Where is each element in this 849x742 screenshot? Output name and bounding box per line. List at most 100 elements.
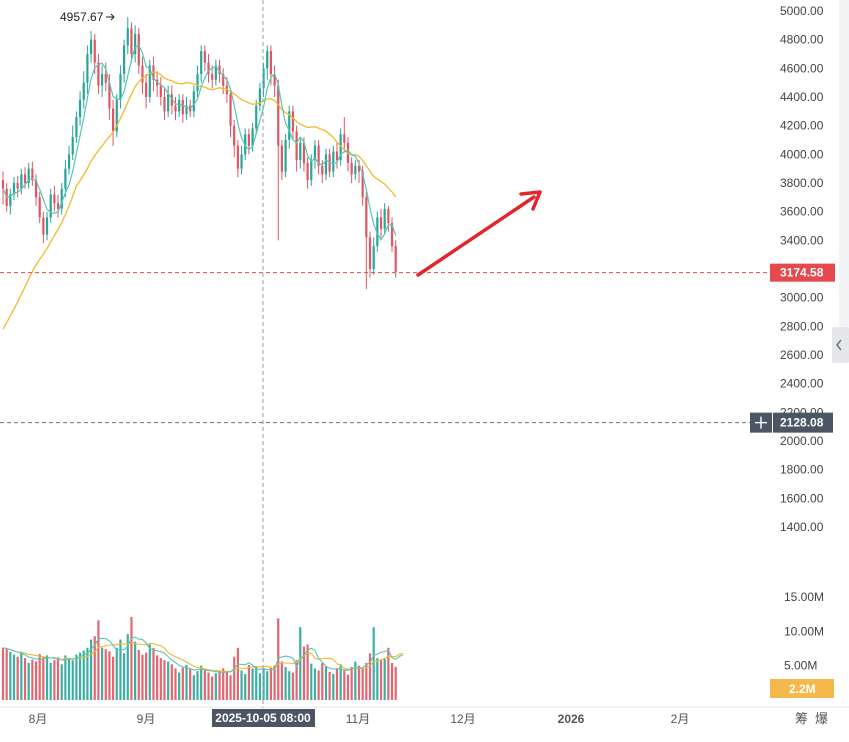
- crosshair-price-badge: [773, 412, 833, 433]
- volume-bar: [181, 667, 184, 700]
- volume-bar: [229, 675, 232, 700]
- candle-body: [211, 74, 214, 80]
- volume-bar: [12, 654, 16, 700]
- price-tick-label: 2800.00: [780, 319, 824, 333]
- candle-body: [115, 99, 118, 132]
- panel-toggle-handle[interactable]: [832, 327, 849, 363]
- volume-bar: [156, 655, 159, 700]
- candle-body: [280, 145, 284, 172]
- volume-bar: [350, 667, 353, 700]
- volume-bar: [42, 656, 45, 700]
- volume-bar: [273, 665, 276, 700]
- candle-body: [310, 160, 313, 181]
- candle-body: [288, 111, 291, 140]
- candle-body: [78, 99, 82, 118]
- volume-bar: [159, 658, 162, 700]
- volume-bar: [379, 660, 383, 700]
- volume-bar: [218, 670, 221, 700]
- candle-body: [387, 208, 390, 224]
- candle-body: [339, 134, 342, 161]
- candle-body: [207, 62, 210, 75]
- time-axis-label: 2026: [558, 712, 585, 726]
- time-axis-label: 2月: [671, 712, 690, 726]
- candle-body: [20, 174, 23, 189]
- volume-bar: [170, 664, 173, 700]
- last-volume-label: 2.2M: [789, 682, 816, 696]
- candle-body: [324, 154, 328, 175]
- volume-bar: [310, 663, 313, 700]
- volume-bar: [60, 664, 63, 700]
- volume-bar: [89, 639, 93, 700]
- volume-bar: [207, 672, 210, 700]
- volume-bar: [361, 668, 364, 700]
- time-axis-label: 11月: [346, 712, 370, 726]
- candle-body: [291, 111, 295, 132]
- candle-body: [218, 65, 221, 75]
- volume-bar: [258, 673, 261, 700]
- volume-bar: [192, 675, 195, 700]
- volume-bar: [262, 669, 265, 700]
- volume-bar: [365, 662, 368, 700]
- candle-body: [343, 134, 346, 143]
- volume-bar: [130, 616, 133, 700]
- volume-bar: [163, 660, 166, 700]
- candle-body: [71, 137, 74, 155]
- volume-bar: [288, 671, 291, 700]
- last-volume-badge: [770, 679, 834, 698]
- volume-bar: [383, 658, 386, 700]
- volume-bar: [86, 647, 89, 700]
- candle-body: [258, 88, 261, 106]
- volume-bar: [38, 653, 41, 700]
- candle-body: [269, 51, 273, 75]
- candle-body: [42, 217, 45, 235]
- candle-body: [27, 168, 30, 183]
- volume-bar: [64, 655, 67, 700]
- volume-ma-short-line: [2, 636, 404, 673]
- candle-body: [379, 217, 383, 229]
- candle-body: [354, 165, 357, 175]
- candle-body: [284, 140, 287, 172]
- candle-body: [97, 62, 100, 86]
- volume-bar: [5, 649, 8, 700]
- volume-bar: [108, 651, 111, 700]
- volume-bar: [284, 667, 287, 700]
- volume-bar: [255, 666, 258, 700]
- candle-body: [229, 94, 232, 126]
- price-tick-label: 1400.00: [780, 520, 824, 534]
- volume-bar: [141, 654, 144, 700]
- volume-bar: [368, 653, 372, 700]
- candle-body: [178, 99, 181, 112]
- volume-bar: [306, 644, 309, 700]
- trend-arrow-head: [519, 190, 542, 211]
- price-tick-label: 2600.00: [780, 348, 824, 362]
- candle-body: [82, 82, 85, 100]
- candle-body: [313, 145, 317, 161]
- candle-body: [299, 142, 302, 161]
- candle-body: [306, 162, 309, 181]
- volume-bar: [1, 647, 5, 700]
- volume-bar: [313, 668, 317, 700]
- volume-bar: [196, 671, 199, 700]
- volume-bar: [185, 664, 188, 700]
- candle-body: [112, 108, 115, 132]
- candle-body: [163, 97, 166, 112]
- candle-body: [196, 74, 199, 92]
- volume-bar: [357, 665, 361, 700]
- volume-bar: [53, 660, 56, 700]
- candle-body: [192, 91, 195, 112]
- candle-body: [214, 65, 217, 80]
- peak-price-label: 4957.67: [60, 10, 104, 24]
- candle-body: [181, 99, 184, 115]
- candle-body: [240, 154, 243, 169]
- volume-tick-label: 15.00M: [784, 590, 824, 604]
- price-tick-label: 4200.00: [780, 119, 824, 133]
- trend-arrow-shaft: [416, 195, 536, 277]
- candle-body: [332, 151, 335, 172]
- volume-bar: [332, 673, 335, 700]
- volume-bar: [346, 674, 350, 700]
- candle-body: [75, 117, 78, 138]
- candle-body: [372, 246, 375, 269]
- volume-bar: [236, 647, 239, 700]
- candle-body: [148, 65, 151, 97]
- candle-body: [262, 68, 265, 89]
